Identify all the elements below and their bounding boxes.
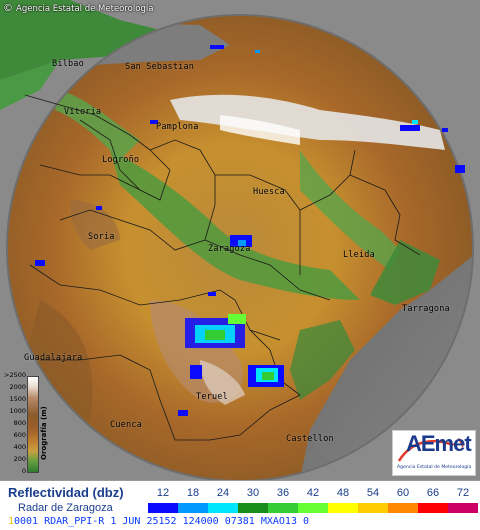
elevation-legend: >2500 2000 1500 1000 800 600 400 200 0 O…	[2, 372, 48, 476]
scale-label: 30	[246, 487, 260, 499]
scale-swatch	[148, 503, 178, 513]
scale-label: 72	[456, 487, 470, 499]
city-label-tarragona: Tarragona	[402, 304, 450, 314]
scale-label: 12	[156, 487, 170, 499]
aemet-logo-subtitle: Agencia Estatal de Meteorología	[397, 465, 472, 470]
credit-text: Agencia Estatal de Meteorología	[16, 4, 154, 14]
aemet-logo: AEmet Agencia Estatal de Meteorología	[392, 430, 476, 476]
radar-map-graphic	[0, 0, 474, 480]
elevation-tick: 1000	[9, 407, 26, 415]
scale-label: 36	[276, 487, 290, 499]
city-label-san-sebastian: San Sebastian	[125, 62, 195, 72]
reflectivity-scale-labels: 12 18 24 30 36 42 48 54 60 66 72	[148, 487, 478, 501]
city-label-zaragoza: Zaragoza	[208, 244, 251, 254]
status-line: 1 0001 RDAR_PPI-R 1 JUN 25152 124000 073…	[0, 514, 480, 530]
scale-swatch	[208, 503, 238, 513]
city-label-cuenca: Cuenca	[110, 420, 142, 430]
city-label-teruel: Teruel	[196, 392, 228, 402]
aemet-logo-text: AEmet	[406, 431, 472, 456]
copyright-icon: ©	[3, 3, 13, 14]
scale-label: 60	[396, 487, 410, 499]
status-text: 0001 RDAR_PPI-R 1 JUN 25152 124000 07381…	[14, 516, 310, 527]
scale-label: 54	[366, 487, 380, 499]
city-label-soria: Soria	[88, 232, 115, 242]
aemet-logo-mark	[397, 437, 464, 462]
elevation-tick: >2500	[4, 371, 26, 379]
scale-swatch	[388, 503, 418, 513]
radar-map: © Agencia Estatal de Meteorología Bilbao…	[0, 0, 476, 480]
elevation-tick: 2000	[9, 383, 26, 391]
reflectivity-title: Reflectividad (dbz)	[8, 485, 124, 500]
elevation-tick: 0	[21, 467, 26, 475]
city-label-castellon: Castellon	[286, 434, 334, 444]
scale-label: 66	[426, 487, 440, 499]
scale-swatch	[328, 503, 358, 513]
scale-swatch	[238, 503, 268, 513]
radar-name: Radar de Zaragoza	[18, 502, 113, 514]
status-index: 1	[8, 516, 15, 527]
city-label-logrono: Logroño	[102, 155, 140, 165]
scale-label: 48	[336, 487, 350, 499]
copyright-credit: © Agencia Estatal de Meteorología	[3, 2, 153, 16]
city-label-guadalajara: Guadalajara	[24, 353, 83, 363]
scale-swatch	[178, 503, 208, 513]
city-label-lleida: Lleida	[343, 250, 375, 260]
elevation-color-bar	[27, 376, 39, 473]
elevation-tick: 800	[13, 419, 26, 427]
elevation-tick: 200	[13, 455, 26, 463]
elevation-tick: 600	[13, 431, 26, 439]
city-label-huesca: Huesca	[253, 187, 285, 197]
city-label-pamplona: Pamplona	[156, 122, 199, 132]
scale-label: 24	[216, 487, 230, 499]
scale-swatch	[418, 503, 448, 513]
elevation-tick: 400	[13, 443, 26, 451]
scale-swatch	[358, 503, 388, 513]
scale-swatch	[268, 503, 298, 513]
elevation-tick: 1500	[9, 395, 26, 403]
city-label-vitoria: Vitoria	[64, 107, 102, 117]
city-label-bilbao: Bilbao	[52, 59, 84, 69]
scale-label: 18	[186, 487, 200, 499]
scale-swatch	[298, 503, 328, 513]
elevation-legend-title: Orografía (m)	[40, 406, 48, 460]
scale-label: 42	[306, 487, 320, 499]
reflectivity-color-scale	[148, 503, 478, 513]
scale-swatch	[448, 503, 478, 513]
